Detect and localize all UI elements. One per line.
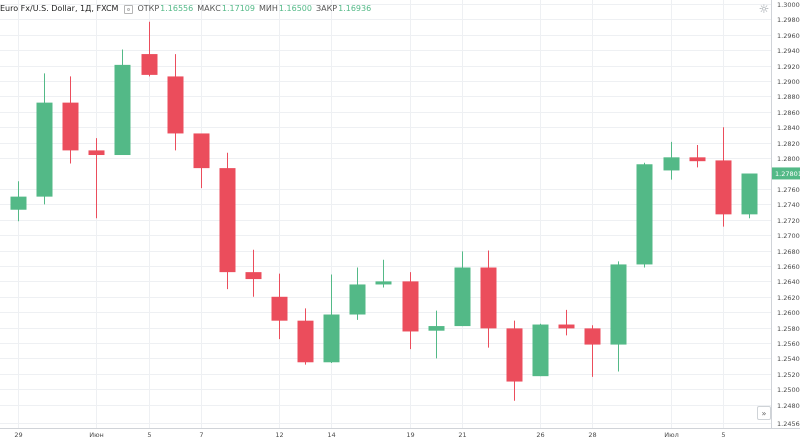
time-tick-label: 19 (406, 431, 414, 439)
candle-body-down (62, 102, 79, 151)
candle-body-up (741, 173, 758, 215)
candle-body-down (558, 324, 575, 329)
low-value: 1.16500 (278, 4, 312, 13)
candle-body-down (715, 160, 732, 215)
price-tick-label: 1.29600 (777, 32, 800, 40)
price-tick-label: 1.29800 (777, 16, 800, 24)
candle-body-up (532, 324, 549, 377)
candle-body-down (141, 54, 158, 75)
price-tick-label: 1.28200 (777, 140, 800, 148)
candle-body-down (506, 328, 523, 382)
candle-body-up (114, 64, 131, 156)
candle-body-up (428, 326, 445, 331)
open-label: ОТКР (137, 4, 160, 13)
settings-icon[interactable]: ☼ (758, 2, 770, 16)
last-price-label: 1.27801 (775, 170, 800, 178)
candle-body-down (193, 133, 210, 169)
candle-body-down (245, 272, 262, 280)
time-axis[interactable]: 29 Июн 5 7 12 14 19 21 26 28 Июл 5 (14, 431, 725, 439)
symbol-name: Euro Fx/U.S. Dollar, 1Д, FXCM (0, 4, 119, 13)
price-tick-label: 1.26200 (777, 294, 800, 302)
low-label: МИН (258, 4, 278, 13)
time-tick-label: 26 (536, 431, 544, 439)
time-tick-label: Июн (89, 431, 104, 439)
time-tick-label: 5 (147, 431, 151, 439)
candle-body-down (689, 157, 706, 162)
price-tick-label: 1.25600 (777, 340, 800, 348)
candle-body-up (375, 281, 392, 285)
time-tick-label: 14 (327, 431, 335, 439)
scroll-to-realtime-icon[interactable]: » (757, 406, 771, 420)
price-tick-label: 1.29200 (777, 63, 800, 71)
price-tick-label: 1.28400 (777, 124, 800, 132)
high-label: МАКС (197, 4, 221, 13)
price-tick-label: 1.30000 (777, 1, 800, 9)
time-tick-label: 21 (458, 431, 466, 439)
candle-body-up (10, 196, 27, 210)
candle-body-up (610, 264, 627, 345)
time-tick-label: 5 (721, 431, 725, 439)
price-tick-label: 1.28000 (777, 155, 800, 163)
candle-bodies (10, 54, 758, 382)
price-tick-label: 1.24562 (777, 420, 800, 428)
candle-body-down (271, 296, 288, 321)
last-price-marker (772, 167, 800, 180)
time-tick-label: 12 (275, 431, 283, 439)
price-tick-label: 1.28800 (777, 93, 800, 101)
time-tick-label: 29 (14, 431, 22, 439)
price-tick-label: 1.25200 (777, 371, 800, 379)
price-tick-label: 1.28600 (777, 109, 800, 117)
candle-body-up (349, 284, 366, 315)
time-tick-label: 7 (199, 431, 203, 439)
candle-body-down (219, 168, 236, 273)
price-tick-label: 1.25000 (777, 386, 800, 394)
time-tick-label: 28 (588, 431, 596, 439)
price-tick-label: 1.25400 (777, 355, 800, 363)
candle-body-down (167, 76, 184, 134)
price-tick-label: 1.26600 (777, 263, 800, 271)
candle-body-up (36, 102, 53, 197)
price-tick-label: 1.29400 (777, 47, 800, 55)
price-tick-label: 1.29000 (777, 78, 800, 86)
grid (0, 0, 771, 428)
price-tick-label: 1.27400 (777, 201, 800, 209)
close-label: ЗАКР (315, 4, 338, 13)
price-tick-label: 1.26800 (777, 248, 800, 256)
candle-body-down (480, 267, 497, 329)
price-tick-label: 1.27000 (777, 232, 800, 240)
open-value: 1.16556 (160, 4, 194, 13)
candle-body-up (663, 157, 680, 171)
candle-body-down (88, 150, 105, 156)
candle-body-up (454, 267, 471, 327)
candle-body-up (636, 164, 653, 265)
high-value: 1.17109 (221, 4, 255, 13)
price-tick-label: 1.26400 (777, 278, 800, 286)
time-tick-label: Июл (664, 431, 679, 439)
candle-body-down (402, 281, 419, 332)
symbol-legend: Euro Fx/U.S. Dollar, 1Д, FXCM ОТКР 1.165… (0, 2, 371, 16)
price-tick-label: 1.27600 (777, 186, 800, 194)
close-value: 1.16936 (338, 4, 372, 13)
price-tick-label: 1.26000 (777, 309, 800, 317)
price-axis[interactable]: 1.30000 1.29800 1.29600 1.29400 1.29200 1.290… (772, 1, 800, 428)
candle-body-up (323, 314, 340, 363)
price-tick-label: 1.24800 (777, 402, 800, 410)
candle-body-down (584, 328, 601, 345)
candle-body-down (297, 320, 314, 363)
visibility-toggle-icon[interactable] (124, 4, 134, 14)
price-tick-label: 1.27200 (777, 217, 800, 225)
price-tick-label: 1.25800 (777, 325, 800, 333)
